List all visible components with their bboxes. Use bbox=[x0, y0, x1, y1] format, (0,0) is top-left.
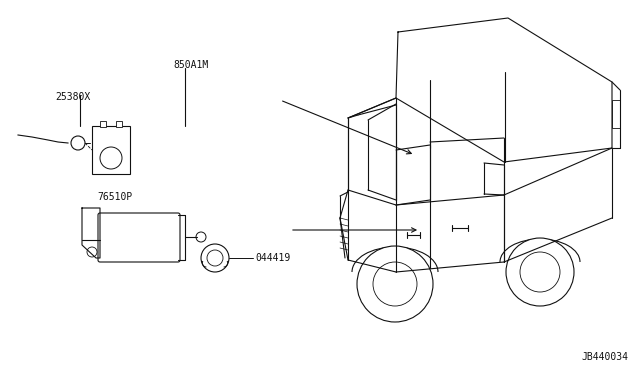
Bar bbox=[100, 121, 106, 127]
Circle shape bbox=[506, 238, 574, 306]
Text: 850A1M: 850A1M bbox=[173, 60, 208, 70]
FancyBboxPatch shape bbox=[98, 213, 180, 262]
Bar bbox=[612, 100, 620, 128]
Text: 76510P: 76510P bbox=[97, 192, 132, 202]
Text: JB440034: JB440034 bbox=[581, 352, 628, 362]
Bar bbox=[116, 121, 122, 127]
Text: 25380X: 25380X bbox=[55, 92, 90, 102]
Circle shape bbox=[196, 232, 206, 242]
FancyBboxPatch shape bbox=[92, 126, 130, 174]
Circle shape bbox=[357, 246, 433, 322]
Circle shape bbox=[201, 244, 229, 272]
Text: 044419: 044419 bbox=[255, 253, 291, 263]
